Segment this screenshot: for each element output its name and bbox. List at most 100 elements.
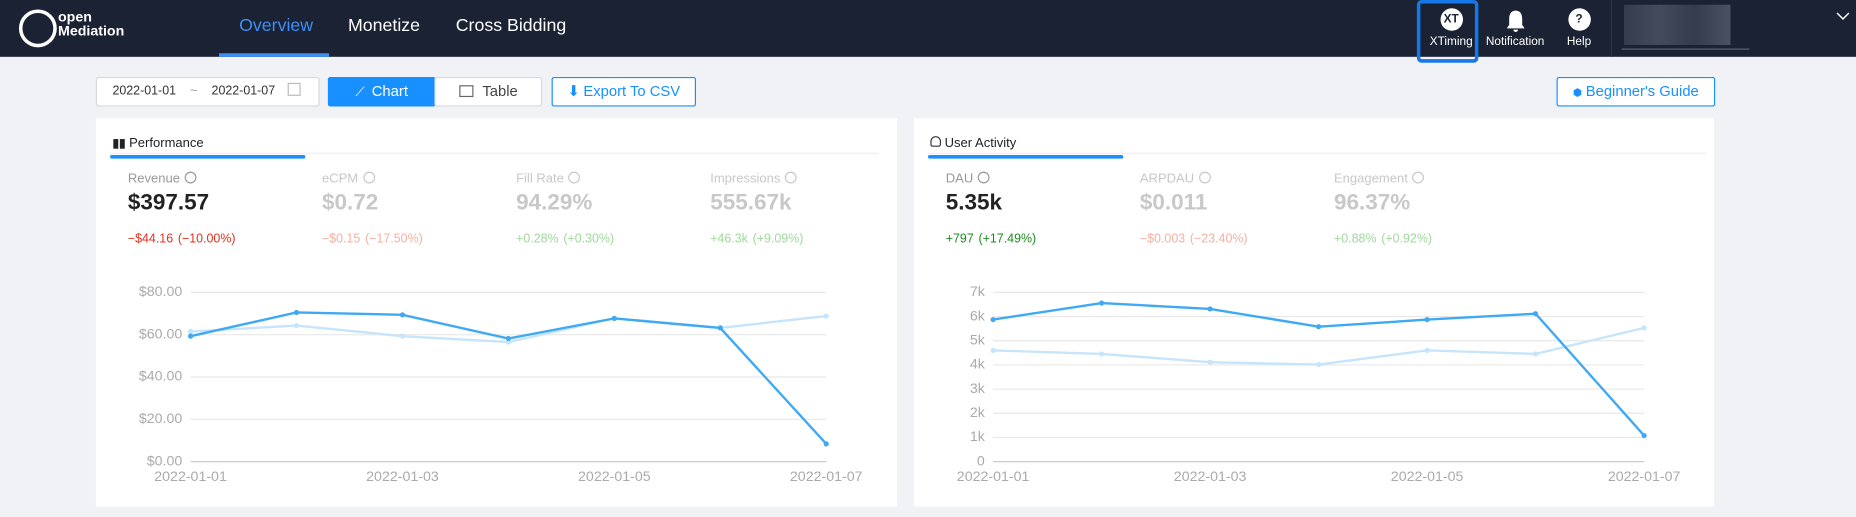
chart-icon: ⟋ bbox=[355, 85, 365, 100]
x-tick-label: 2022-01-07 bbox=[1608, 469, 1681, 485]
info-icon bbox=[184, 171, 197, 184]
logo-text[interactable]: open Mediation bbox=[58, 9, 124, 37]
metric-label-text: Engagement bbox=[1333, 171, 1408, 186]
tool-label: Notification bbox=[1485, 35, 1545, 49]
metric-change: +0.28% (+0.30%) bbox=[516, 232, 694, 246]
card-divider bbox=[110, 152, 880, 154]
info-icon bbox=[977, 171, 990, 184]
metric-change-pct: (−10.00%) bbox=[177, 231, 236, 247]
y-tick-label: 6k bbox=[970, 308, 986, 324]
metric-label: ARPDAU bbox=[1139, 171, 1318, 186]
nav-tab[interactable]: Monetize bbox=[347, 15, 421, 36]
y-tick-label: $80.00 bbox=[139, 284, 183, 300]
logo-icon bbox=[18, 9, 57, 48]
nav-tab[interactable]: Overview bbox=[239, 15, 314, 36]
metric-change-pct: (+9.09%) bbox=[752, 231, 804, 247]
user-underline bbox=[1621, 48, 1750, 50]
metric[interactable]: Fill Rate 94.29% +0.28% (+0.30%) bbox=[516, 171, 694, 246]
data-point bbox=[1316, 361, 1322, 368]
y-tick-label: 5k bbox=[970, 332, 986, 348]
series-line bbox=[190, 311, 828, 445]
metric-label: eCPM bbox=[322, 171, 500, 186]
button-label: Export To CSV bbox=[583, 82, 681, 100]
metric-change-pct: (+0.30%) bbox=[563, 231, 615, 247]
x-tick-label: 2022-01-01 bbox=[957, 469, 1030, 485]
user-avatar-blurred[interactable] bbox=[1623, 4, 1731, 45]
card-title[interactable]: User Activity bbox=[930, 136, 1016, 150]
metric[interactable]: DAU 5.35k +797 (+17.49%) bbox=[945, 171, 1124, 246]
dropdown-chevron[interactable] bbox=[1836, 12, 1850, 21]
table-view-button[interactable]: Table bbox=[434, 76, 543, 107]
metric-change-abs: +0.88% bbox=[1333, 231, 1377, 247]
divider bbox=[1610, 0, 1613, 57]
metric-change: +46.3k (+9.09%) bbox=[710, 232, 888, 246]
metric-label: Impressions bbox=[710, 171, 888, 186]
date-range-picker[interactable]: 2022-01-01 ~ 2022-01-07 bbox=[95, 76, 320, 107]
tool-notification[interactable]: Notification bbox=[1482, 6, 1548, 49]
y-tick-label: 1k bbox=[970, 429, 986, 445]
tool-help[interactable]: ? Help bbox=[1546, 6, 1612, 49]
y-tick-label: $40.00 bbox=[139, 369, 183, 385]
metric[interactable]: Engagement 96.37% +0.88% (+0.92%) bbox=[1333, 171, 1512, 246]
info-icon bbox=[1412, 171, 1425, 184]
data-point bbox=[823, 313, 829, 319]
y-tick-label: $0.00 bbox=[147, 453, 183, 469]
data-point bbox=[1641, 325, 1647, 331]
card-divider bbox=[927, 152, 1707, 154]
metric-change-pct: (+0.92%) bbox=[1381, 231, 1433, 247]
metric-value: 96.37% bbox=[1333, 190, 1411, 216]
data-point bbox=[399, 312, 406, 318]
table-icon bbox=[458, 85, 473, 98]
guide-button[interactable]: ⬢ Beginner's Guide bbox=[1556, 76, 1716, 107]
tool-xtiming[interactable]: XT XTiming bbox=[1418, 6, 1484, 49]
data-point bbox=[1207, 306, 1213, 312]
x-tick-label: 2022-01-03 bbox=[366, 469, 439, 485]
date-sep: ~ bbox=[190, 84, 198, 99]
x-tick-label: 2022-01-01 bbox=[154, 469, 227, 485]
metric-change: +797 (+17.49%) bbox=[946, 232, 1124, 246]
metric-change-abs: −$0.15 bbox=[321, 231, 361, 247]
metric[interactable]: Impressions 555.67k +46.3k (+9.09%) bbox=[710, 171, 888, 246]
info-icon bbox=[785, 171, 797, 184]
tool-icon: ? bbox=[1567, 8, 1591, 31]
button-label: Beginner's Guide bbox=[1585, 82, 1699, 100]
x-tick-label: 2022-01-05 bbox=[1391, 469, 1464, 485]
highlight-box bbox=[1416, 0, 1479, 63]
metric-label-text: Impressions bbox=[710, 171, 781, 186]
data-point bbox=[505, 339, 511, 345]
metric[interactable]: ARPDAU $0.011 −$0.003 (−23.40%) bbox=[1139, 171, 1318, 246]
data-point bbox=[1316, 324, 1322, 330]
metric-label-text: ARPDAU bbox=[1139, 171, 1195, 186]
series-line bbox=[993, 326, 1645, 366]
nav-bar: open Mediation Overview Monetize Cross B… bbox=[0, 0, 1856, 63]
data-point bbox=[1098, 300, 1105, 306]
y-tick-label: $60.00 bbox=[139, 326, 183, 342]
y-tick-label: 7k bbox=[970, 284, 986, 300]
data-point bbox=[1641, 432, 1647, 439]
metric[interactable]: Revenue $397.57 −$44.16 (−10.00%) bbox=[128, 171, 306, 247]
y-tick-label: 3k bbox=[970, 381, 986, 397]
metric-value: 555.67k bbox=[710, 190, 792, 216]
metric-value: $0.011 bbox=[1139, 190, 1208, 216]
line-chart: 0 1k 2k 3k 4k 5k 6k 7k 2022-01-01 2022-01-03 2022-… bbox=[957, 284, 1681, 485]
chart-view-button[interactable]: ⟋ Chart bbox=[327, 76, 436, 107]
metric[interactable]: eCPM $0.72 −$0.15 (−17.50%) bbox=[321, 171, 500, 247]
metric-value: 94.29% bbox=[516, 190, 593, 216]
metric-change-pct: (−23.40%) bbox=[1189, 231, 1248, 247]
export-button[interactable]: ⬇ Export To CSV bbox=[551, 76, 696, 107]
line-chart: $0.00 $20.00 $40.00 $60.00 $80.00 2022-01-01 2… bbox=[139, 284, 863, 485]
metric-label-text: Fill Rate bbox=[516, 171, 564, 186]
card-tab-underline bbox=[927, 155, 1124, 159]
nav-tab[interactable]: Cross Bidding bbox=[455, 15, 567, 36]
calendar-icon bbox=[288, 82, 302, 96]
metric-value: 5.35k bbox=[945, 190, 1003, 216]
tool-label: XTiming bbox=[1429, 35, 1473, 49]
card-title[interactable]: ▮▮ Performance bbox=[112, 136, 204, 151]
metric-change: −$0.003 (−23.40%) bbox=[1140, 232, 1318, 246]
metric-change: +0.88% (+0.92%) bbox=[1334, 232, 1512, 246]
card-title-text: Performance bbox=[129, 136, 204, 151]
data-point bbox=[293, 309, 300, 316]
guide-icon: ⬢ bbox=[1572, 86, 1583, 99]
button-label: Chart bbox=[371, 82, 408, 100]
